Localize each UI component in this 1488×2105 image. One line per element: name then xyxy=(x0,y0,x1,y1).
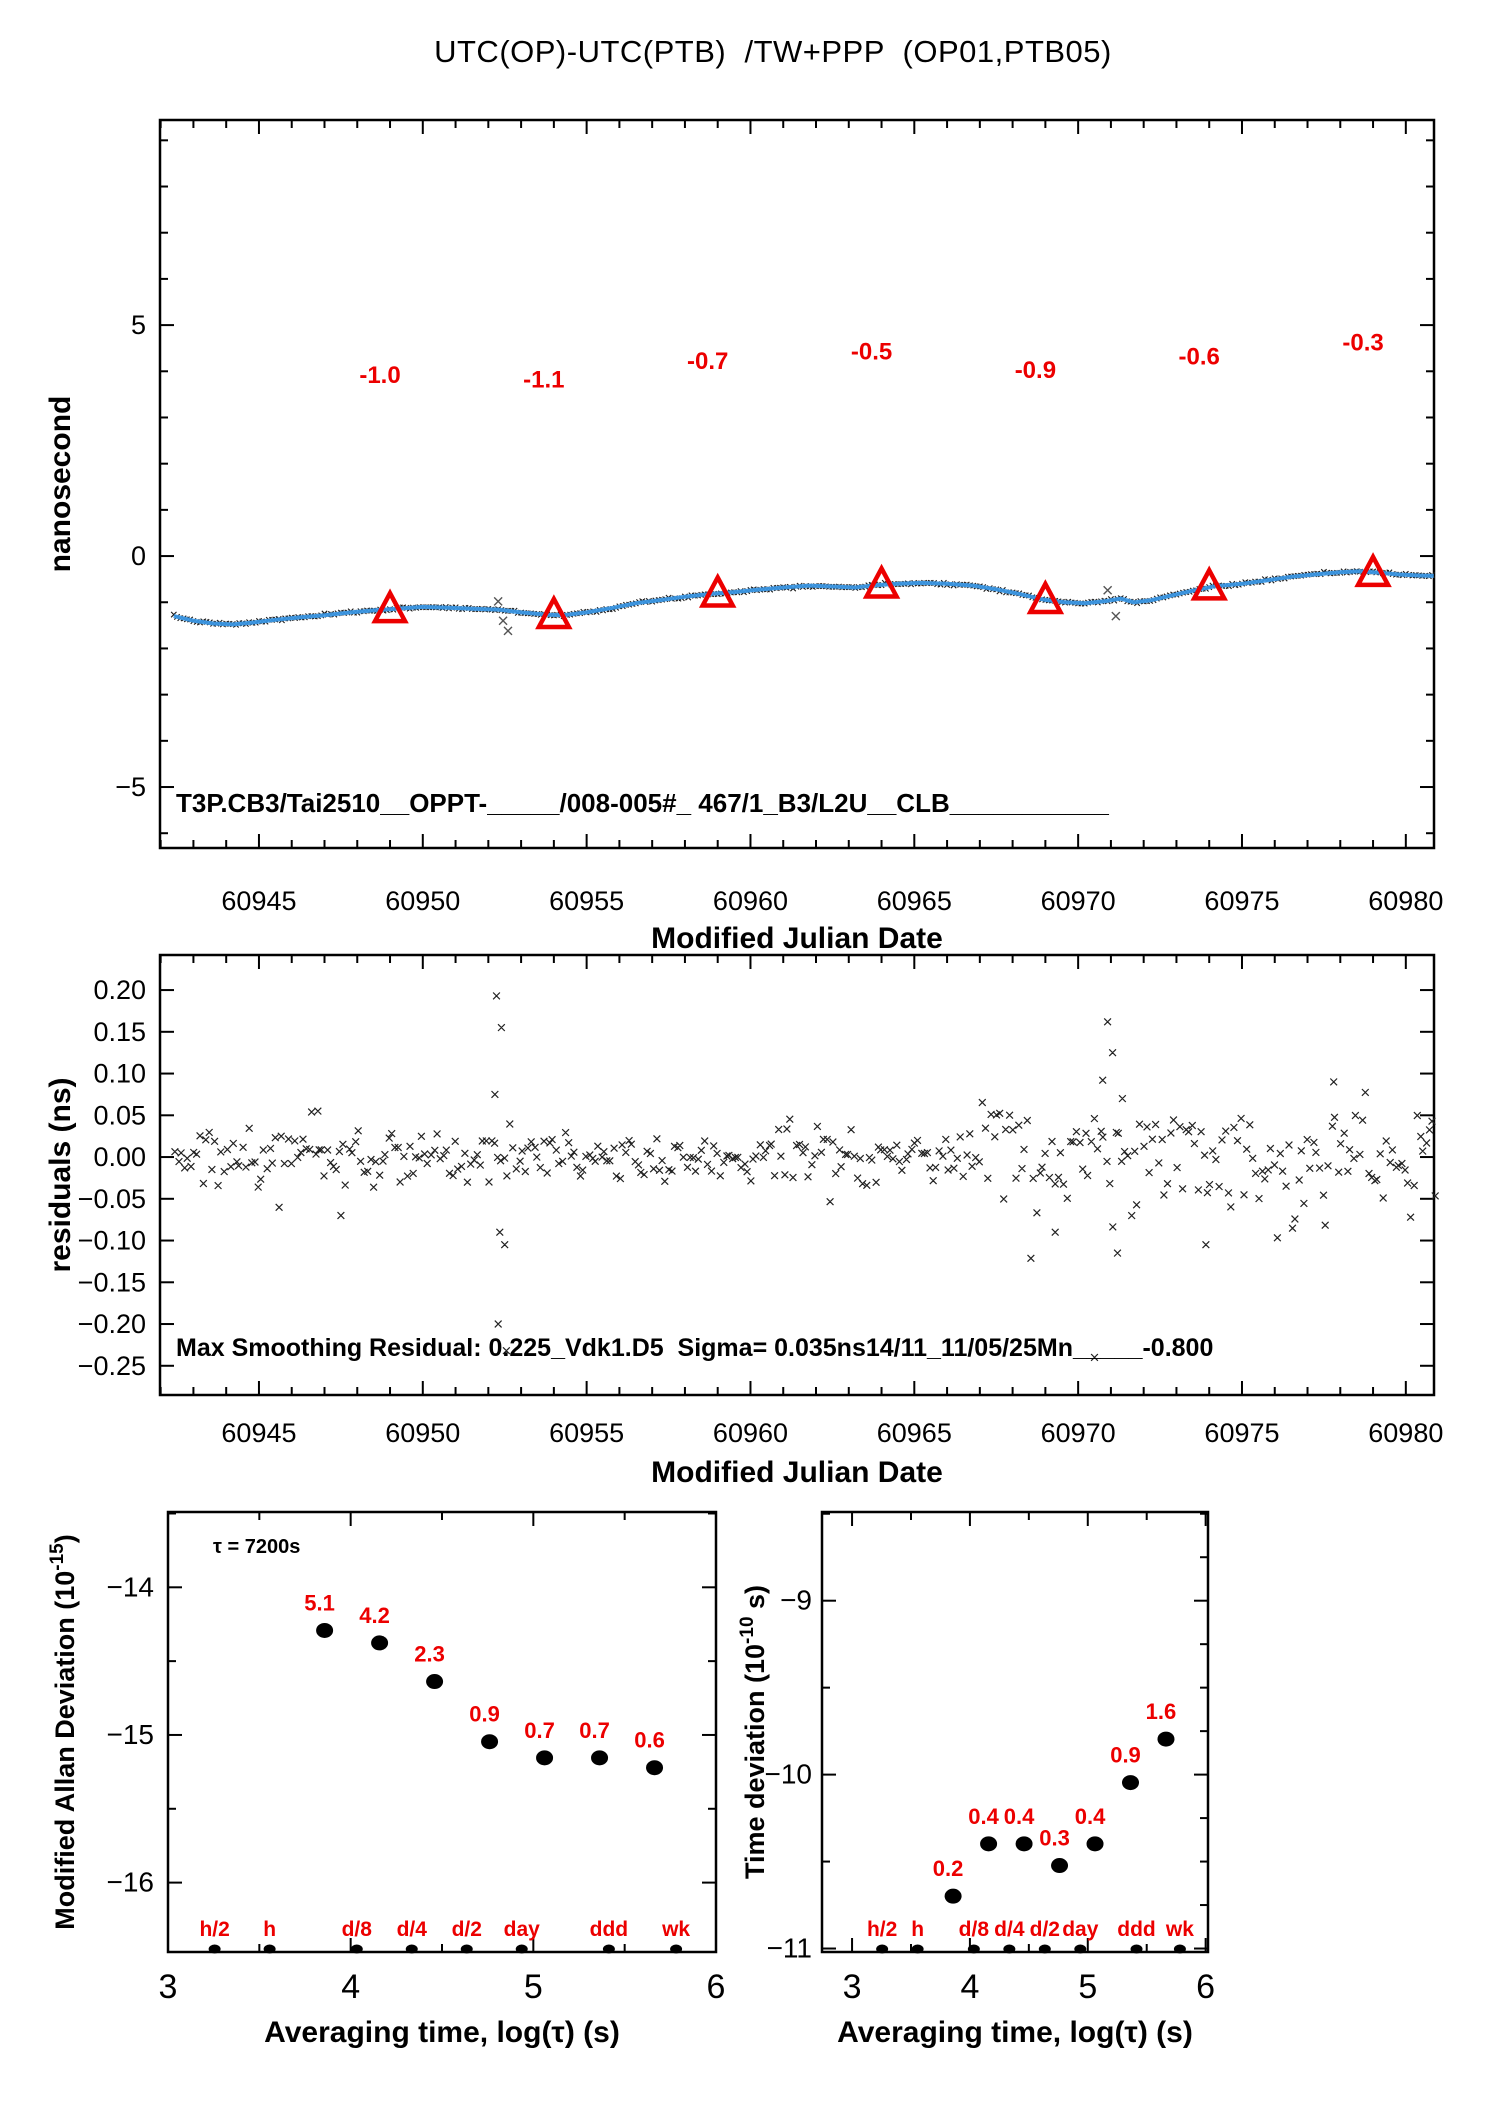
svg-text:0.7: 0.7 xyxy=(524,1718,555,1743)
svg-text:60980: 60980 xyxy=(1368,1418,1443,1448)
svg-text:3: 3 xyxy=(159,1968,178,2006)
svg-text:0.2: 0.2 xyxy=(933,1856,964,1881)
svg-text:d/2: d/2 xyxy=(1030,1918,1060,1941)
svg-text:−0.25: −0.25 xyxy=(78,1351,146,1381)
svg-text:60975: 60975 xyxy=(1204,1418,1279,1448)
svg-text:day: day xyxy=(1062,1918,1099,1941)
svg-text:−10: −10 xyxy=(765,1759,813,1790)
svg-text:60945: 60945 xyxy=(221,1418,296,1448)
svg-text:h: h xyxy=(911,1918,924,1941)
svg-text:60960: 60960 xyxy=(713,886,788,916)
svg-text:h: h xyxy=(263,1918,276,1941)
svg-text:-1.0: -1.0 xyxy=(359,362,400,389)
svg-text:−15: −15 xyxy=(107,1719,155,1750)
svg-text:d/8: d/8 xyxy=(342,1918,373,1941)
tau-annotation: τ = 7200s xyxy=(213,1536,301,1558)
svg-text:0.00: 0.00 xyxy=(93,1142,146,1172)
svg-text:Modified Julian Date: Modified Julian Date xyxy=(651,1456,943,1489)
svg-text:60965: 60965 xyxy=(877,886,952,916)
svg-text:0.3: 0.3 xyxy=(1039,1826,1070,1851)
svg-text:Averaging time, log(τ) (s): Averaging time, log(τ) (s) xyxy=(837,2016,1193,2049)
svg-text:5.1: 5.1 xyxy=(304,1590,335,1615)
svg-text:−14: −14 xyxy=(107,1571,155,1602)
svg-text:60960: 60960 xyxy=(713,1418,788,1448)
svg-text:h/2: h/2 xyxy=(199,1918,229,1941)
svg-text:60980: 60980 xyxy=(1368,886,1443,916)
svg-text:0.20: 0.20 xyxy=(93,975,146,1005)
svg-text:−5: −5 xyxy=(115,772,146,802)
svg-text:0.05: 0.05 xyxy=(93,1100,146,1130)
svg-text:d/4: d/4 xyxy=(994,1918,1025,1941)
svg-text:d/4: d/4 xyxy=(397,1918,428,1941)
svg-text:h/2: h/2 xyxy=(867,1918,897,1941)
svg-text:-0.6: -0.6 xyxy=(1179,343,1220,370)
svg-text:ddd: ddd xyxy=(1117,1918,1155,1941)
svg-text:60950: 60950 xyxy=(385,886,460,916)
svg-text:5: 5 xyxy=(131,310,146,340)
svg-text:0: 0 xyxy=(131,541,146,571)
svg-text:0.6: 0.6 xyxy=(634,1728,665,1753)
svg-text:-0.7: -0.7 xyxy=(687,348,728,375)
svg-text:−0.20: −0.20 xyxy=(78,1309,146,1339)
figure-title: UTC(OP)-UTC(PTB) /TW+PPP (OP01,PTB05) xyxy=(434,34,1112,69)
svg-text:60955: 60955 xyxy=(549,886,624,916)
svg-text:Averaging time, log(τ) (s): Averaging time, log(τ) (s) xyxy=(264,2016,620,2049)
svg-text:residuals (ns): residuals (ns) xyxy=(44,1077,77,1272)
svg-text:60970: 60970 xyxy=(1041,1418,1116,1448)
svg-text:4: 4 xyxy=(960,1968,979,2006)
svg-text:6: 6 xyxy=(707,1968,726,2006)
svg-text:−0.05: −0.05 xyxy=(78,1184,146,1214)
svg-text:0.7: 0.7 xyxy=(579,1718,610,1743)
svg-text:nanosecond: nanosecond xyxy=(44,396,77,573)
svg-text:60970: 60970 xyxy=(1041,886,1116,916)
svg-text:4: 4 xyxy=(341,1968,360,2006)
svg-text:−11: −11 xyxy=(767,1933,812,1964)
svg-text:−0.10: −0.10 xyxy=(78,1226,146,1256)
svg-text:3: 3 xyxy=(843,1968,862,2006)
svg-text:5: 5 xyxy=(1078,1968,1097,2006)
svg-text:4.2: 4.2 xyxy=(359,1603,390,1628)
svg-text:0.9: 0.9 xyxy=(469,1702,500,1727)
svg-text:day: day xyxy=(504,1918,541,1941)
svg-text:60955: 60955 xyxy=(549,1418,624,1448)
svg-text:wk: wk xyxy=(1165,1918,1194,1941)
svg-text:d/8: d/8 xyxy=(959,1918,990,1941)
svg-text:60945: 60945 xyxy=(221,886,296,916)
svg-text:−16: −16 xyxy=(107,1867,155,1898)
svg-text:0.4: 0.4 xyxy=(1004,1804,1035,1829)
svg-text:Time deviation (10-10 s): Time deviation (10-10 s) xyxy=(737,1585,770,1879)
svg-text:0.10: 0.10 xyxy=(93,1059,146,1089)
svg-text:0.4: 0.4 xyxy=(968,1804,999,1829)
svg-text:60950: 60950 xyxy=(385,1418,460,1448)
residual-panel-annotation: Max Smoothing Residual: 0.225_Vdk1.D5 Si… xyxy=(176,1334,1214,1362)
svg-text:-0.5: -0.5 xyxy=(851,339,892,366)
svg-text:60965: 60965 xyxy=(877,1418,952,1448)
svg-text:6: 6 xyxy=(1196,1968,1215,2006)
svg-text:2.3: 2.3 xyxy=(414,1642,445,1667)
svg-text:Modified Julian Date: Modified Julian Date xyxy=(651,922,943,955)
svg-text:0.15: 0.15 xyxy=(93,1017,146,1047)
svg-text:-0.3: -0.3 xyxy=(1342,330,1383,357)
svg-text:-0.9: -0.9 xyxy=(1015,357,1056,384)
svg-text:−0.15: −0.15 xyxy=(78,1267,146,1297)
svg-text:−9: −9 xyxy=(780,1585,812,1616)
svg-text:1.6: 1.6 xyxy=(1146,1699,1177,1724)
svg-text:5: 5 xyxy=(524,1968,543,2006)
svg-text:Modified Allan Deviation (10-1: Modified Allan Deviation (10-15) xyxy=(47,1534,80,1930)
svg-text:60975: 60975 xyxy=(1204,886,1279,916)
svg-text:wk: wk xyxy=(661,1918,690,1941)
svg-text:0.9: 0.9 xyxy=(1110,1743,1141,1768)
svg-text:-1.1: -1.1 xyxy=(523,366,564,393)
svg-text:0.4: 0.4 xyxy=(1075,1804,1106,1829)
top-panel-annotation: T3P.CB3/Tai2510__OPPT-_____/008-005#_ 46… xyxy=(176,788,1109,818)
svg-text:ddd: ddd xyxy=(590,1918,628,1941)
svg-text:d/2: d/2 xyxy=(452,1918,482,1941)
